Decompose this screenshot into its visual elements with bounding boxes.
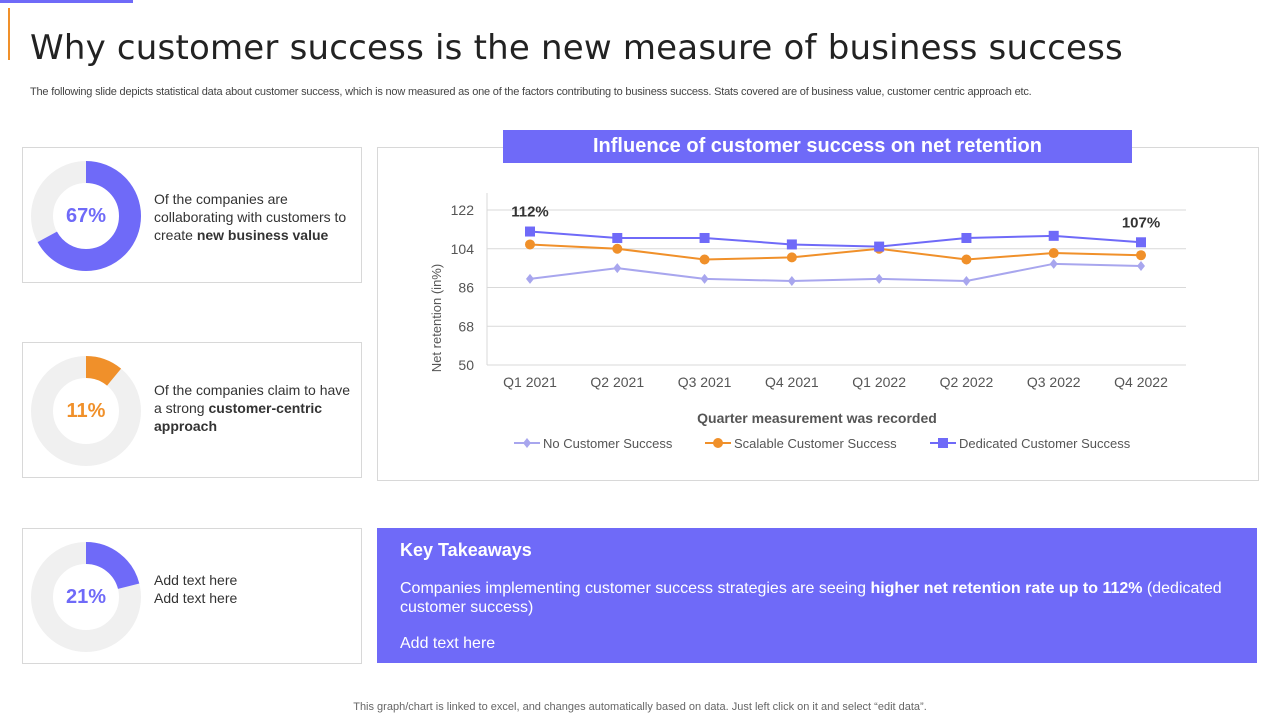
stat-card-business-value: 67% Of the companies are collaborating w… [22,147,362,283]
donut-arc [31,161,141,271]
donut-chart [31,356,141,466]
takeaways-extra: Add text here [400,635,496,652]
stat-card-customer-centric: 11% Of the companies claim to have a str… [22,342,362,478]
stat-value: 11% [66,399,106,422]
top-accent-bar [0,0,133,3]
stat-card-placeholder: 21% Add text here Add text here [22,528,362,664]
page-title: Why customer success is the new measure … [30,28,1123,68]
page-subtitle: The following slide depicts statistical … [30,86,1032,98]
donut-arc [31,356,141,466]
footer-note: This graph/chart is linked to excel, and… [353,701,927,713]
donut-arc [31,542,141,652]
stat-description: Of the companies are collaborating with … [154,191,347,243]
stat-description: Of the companies claim to have a strong … [154,382,351,434]
title-accent-bar [8,8,10,60]
stat-description: Add text here Add text here [154,572,238,606]
stat-value: 21% [65,585,107,608]
takeaways-title: Key Takeaways [400,540,532,560]
chart-container [377,147,1259,481]
key-takeaways-panel: Key Takeaways Companies implementing cus… [377,528,1257,663]
takeaways-text: Companies implementing customer success … [400,580,1222,616]
stat-value: 67% [65,204,107,227]
donut-chart [31,161,141,271]
chart-title: Influence of customer success on net ret… [503,130,1132,163]
donut-chart [31,542,141,652]
